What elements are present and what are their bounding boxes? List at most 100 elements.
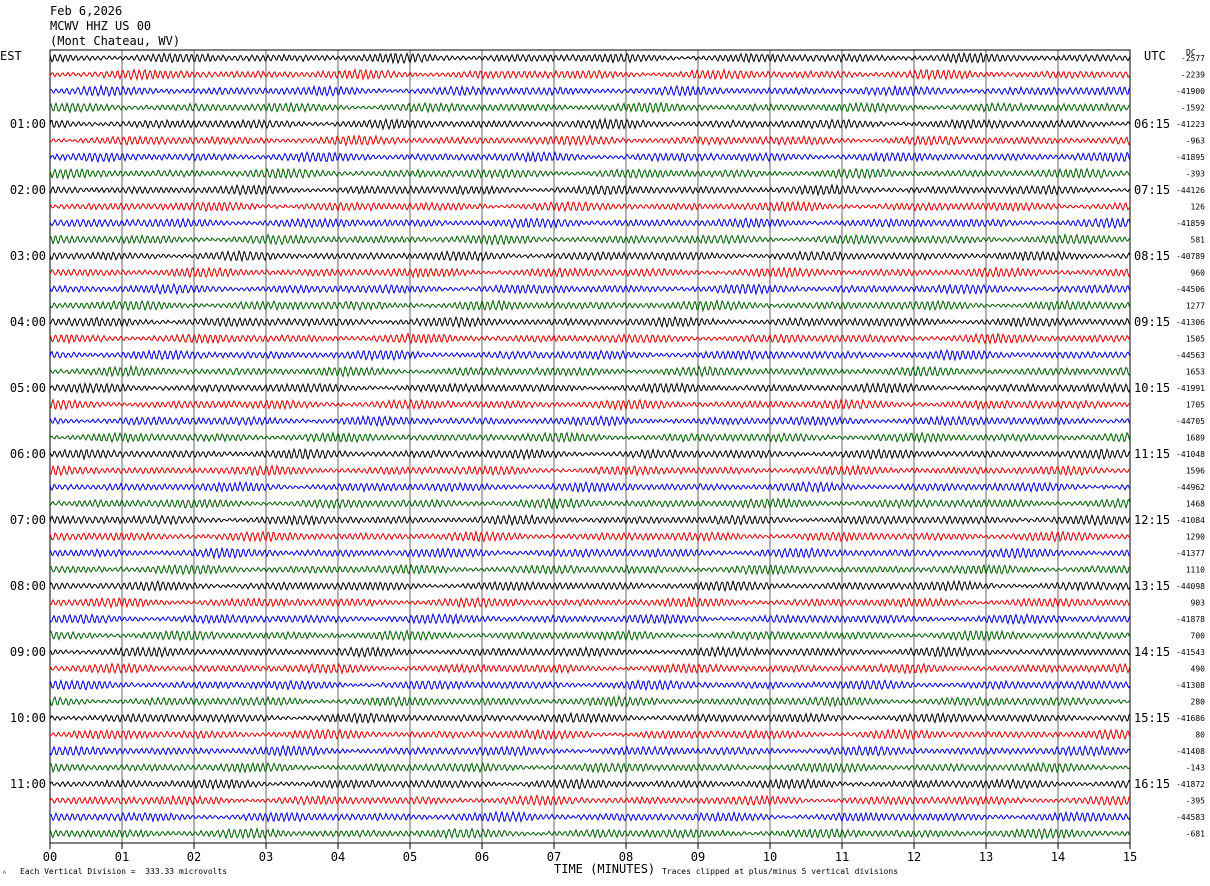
- right-hour-label: 15:15: [1134, 711, 1170, 725]
- trace-line: [49, 167, 1131, 181]
- dc-offset-label: -41543: [1176, 648, 1205, 657]
- dc-offset-label: 280: [1191, 698, 1206, 707]
- dc-offset-label: 1290: [1186, 533, 1205, 542]
- trace-line: [49, 496, 1131, 511]
- right-hour-label: 11:15: [1134, 447, 1170, 461]
- dc-offset-label: -41223: [1176, 120, 1205, 129]
- x-tick-label: 04: [331, 850, 345, 864]
- trace-line: [49, 398, 1131, 412]
- trace-line: [49, 463, 1131, 477]
- dc-offset-label: -41895: [1176, 153, 1205, 162]
- left-hour-label: 04:00: [10, 315, 46, 329]
- trace-line: [49, 546, 1131, 560]
- right-hour-label: 07:15: [1134, 183, 1170, 197]
- x-tick-label: 13: [979, 850, 993, 864]
- dc-offset-label: 1596: [1186, 467, 1205, 476]
- x-tick-label: 07: [547, 850, 561, 864]
- trace-line: [49, 645, 1131, 659]
- dc-offset-label: -44563: [1176, 351, 1205, 360]
- trace-line: [49, 381, 1131, 395]
- dc-offset-label: -963: [1186, 137, 1205, 146]
- dc-offset-label: 490: [1191, 665, 1206, 674]
- left-hour-label: 02:00: [10, 183, 46, 197]
- trace-line: [49, 563, 1131, 576]
- trace-line: [49, 793, 1131, 807]
- x-tick-label: 12: [907, 850, 921, 864]
- trace-line: [49, 332, 1131, 346]
- trace-line: [49, 662, 1131, 676]
- right-timezone-label: UTC: [1144, 49, 1166, 63]
- trace-line: [49, 694, 1131, 708]
- x-tick-label: 06: [475, 850, 489, 864]
- right-hour-label: 10:15: [1134, 381, 1170, 395]
- dc-offset-label: 80: [1195, 731, 1205, 740]
- dc-offset-label: -41048: [1176, 450, 1205, 459]
- dc-offset-label: 1689: [1186, 434, 1205, 443]
- x-tick-label: 11: [835, 850, 849, 864]
- dc-offset-label: -2239: [1181, 71, 1205, 80]
- trace-line: [49, 678, 1131, 692]
- x-tick-label: 10: [763, 850, 777, 864]
- left-hour-label: 07:00: [10, 513, 46, 527]
- x-axis-title: TIME (MINUTES): [554, 862, 656, 876]
- right-hour-label: 16:15: [1134, 777, 1170, 791]
- x-tick-label: 00: [43, 850, 57, 864]
- x-tick-label: 02: [187, 850, 201, 864]
- dc-offset-label: -41859: [1176, 219, 1205, 228]
- trace-line: [49, 628, 1131, 642]
- dc-offset-label: -44506: [1176, 285, 1205, 294]
- dc-offset-label: 1505: [1186, 335, 1205, 344]
- trace-line: [49, 364, 1131, 378]
- trace-line: [49, 777, 1131, 791]
- dc-offset-label: -41408: [1176, 747, 1205, 756]
- trace-line: [49, 447, 1131, 461]
- trace-line: [49, 216, 1131, 230]
- dc-offset-label: -41377: [1176, 549, 1205, 558]
- trace-line: [49, 810, 1131, 823]
- trace-line: [49, 579, 1131, 593]
- dc-offset-label: 700: [1191, 632, 1206, 641]
- dc-offset-label: -393: [1186, 170, 1205, 179]
- left-hour-label: 08:00: [10, 579, 46, 593]
- trace-line: [49, 84, 1131, 98]
- station-location: (Mont Chateau, WV): [50, 34, 181, 48]
- dc-offset-label: -395: [1186, 797, 1205, 806]
- trace-line: [49, 133, 1131, 147]
- trace-line: [49, 529, 1131, 543]
- x-tick-label: 08: [619, 850, 633, 864]
- left-timezone-label: EST: [0, 49, 22, 63]
- dc-offset-label: -681: [1186, 830, 1205, 839]
- trace-line: [49, 249, 1131, 263]
- right-hour-label: 13:15: [1134, 579, 1170, 593]
- trace-line: [49, 315, 1131, 329]
- dc-offset-label: 581: [1191, 236, 1206, 245]
- scale-note: Each Vertical Division = 333.33 microvol…: [20, 867, 228, 876]
- dc-offset-label: -44962: [1176, 483, 1205, 492]
- right-hour-label: 06:15: [1134, 117, 1170, 131]
- dc-offset-label: 1705: [1186, 401, 1205, 410]
- dc-offset-label: -41686: [1176, 714, 1205, 723]
- x-tick-label: 09: [691, 850, 705, 864]
- left-hour-label: 10:00: [10, 711, 46, 725]
- logo-mark: ᴬ: [2, 869, 7, 878]
- dc-offset-label: -41306: [1176, 318, 1205, 327]
- station-code: MCWV HHZ US 00: [50, 19, 152, 33]
- dc-offset-label: 1653: [1186, 368, 1205, 377]
- plot-date: Feb 6,2026: [50, 4, 123, 18]
- right-hour-label: 09:15: [1134, 315, 1170, 329]
- trace-line: [49, 183, 1131, 197]
- dc-offset-label: -41878: [1176, 615, 1205, 624]
- dc-offset-label: -44583: [1176, 813, 1205, 822]
- dc-offset-label: 1468: [1186, 500, 1205, 509]
- dc-offset-label: -41872: [1176, 780, 1205, 789]
- right-hour-label: 14:15: [1134, 645, 1170, 659]
- plot-frame: [49, 49, 1131, 844]
- dc-offset-label: -143: [1186, 764, 1205, 773]
- trace-line: [49, 612, 1131, 626]
- trace-line: [49, 430, 1131, 444]
- left-hour-label: 11:00: [10, 777, 46, 791]
- dc-offset-header: DC: [1186, 48, 1196, 57]
- x-tick-label: 05: [403, 850, 417, 864]
- x-tick-label: 15: [1123, 850, 1137, 864]
